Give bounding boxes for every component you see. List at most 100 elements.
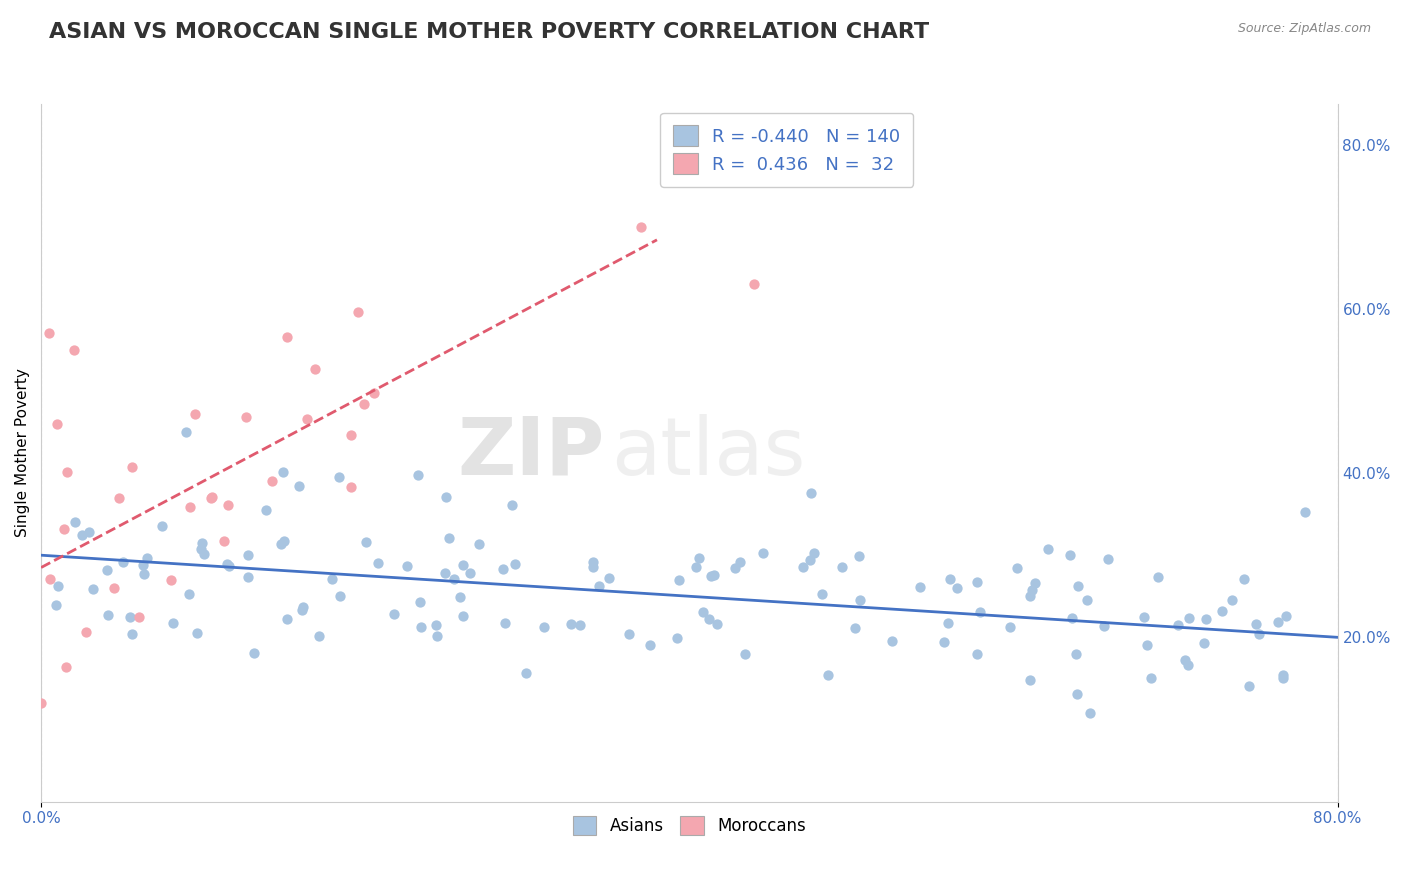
Point [1174,653,1197,667]
Point [724,561,747,575]
Point [1076,592,1098,607]
Point [494,615,516,630]
Point [243,646,266,660]
Point [1294,505,1316,519]
Point [363,385,385,400]
Point [1167,617,1189,632]
Point [969,605,991,619]
Point [1059,548,1081,562]
Point [347,305,370,319]
Point [339,480,361,494]
Point [908,580,931,594]
Point [112,555,135,569]
Point [426,629,449,643]
Point [515,665,537,680]
Point [38,572,60,586]
Text: atlas: atlas [612,414,806,491]
Point [1220,592,1243,607]
Point [697,612,720,626]
Point [817,668,839,682]
Point [254,503,277,517]
Point [582,560,605,574]
Point [186,626,208,640]
Point [443,572,465,586]
Point [800,485,823,500]
Point [190,542,212,557]
Point [384,607,406,622]
Point [458,566,481,580]
Point [1066,578,1088,592]
Point [1066,687,1088,701]
Point [1024,575,1046,590]
Point [262,474,284,488]
Point [728,555,751,569]
Point [1019,590,1042,604]
Point [108,491,131,505]
Point [136,551,159,566]
Point [1136,639,1159,653]
Point [132,558,155,572]
Point [688,551,710,566]
Point [630,219,652,234]
Point [706,616,728,631]
Point [1036,541,1059,556]
Point [848,549,870,563]
Point [437,531,460,545]
Point [703,567,725,582]
Legend: Asians, Moroccans: Asians, Moroccans [567,810,813,842]
Point [1140,671,1163,685]
Point [1078,706,1101,720]
Point [287,479,309,493]
Point [200,491,222,505]
Point [451,558,474,572]
Point [291,603,314,617]
Point [56,466,79,480]
Point [395,558,418,573]
Text: ZIP: ZIP [458,414,605,491]
Point [353,397,375,411]
Point [162,616,184,631]
Point [1192,636,1215,650]
Point [966,648,988,662]
Point [799,553,821,567]
Point [434,490,457,504]
Point [217,498,239,512]
Point [1237,679,1260,693]
Point [666,631,689,645]
Point [700,569,723,583]
Point [752,546,775,560]
Point [235,410,257,425]
Point [569,618,592,632]
Point [77,525,100,540]
Point [295,411,318,425]
Point [52,522,75,536]
Point [880,634,903,648]
Point [425,618,447,632]
Point [193,547,215,561]
Point [844,621,866,635]
Point [1133,609,1156,624]
Point [179,587,201,601]
Point [46,417,69,431]
Point [803,545,825,559]
Point [308,629,330,643]
Point [1060,610,1083,624]
Point [734,647,756,661]
Point [560,616,582,631]
Y-axis label: Single Mother Poverty: Single Mother Poverty [15,368,30,537]
Point [273,533,295,548]
Point [1195,611,1218,625]
Point [1271,671,1294,685]
Point [685,560,707,574]
Point [533,620,555,634]
Point [1267,615,1289,629]
Point [367,557,389,571]
Point [176,425,198,439]
Point [132,566,155,581]
Point [97,608,120,623]
Point [849,593,872,607]
Point [328,470,350,484]
Point [501,498,523,512]
Point [190,535,212,549]
Point [811,587,834,601]
